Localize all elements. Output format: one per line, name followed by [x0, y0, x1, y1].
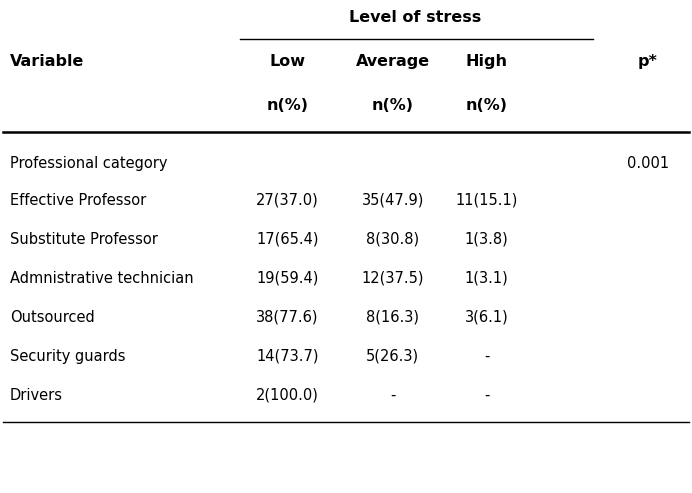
Text: High: High [466, 54, 508, 69]
Text: 38(77.6): 38(77.6) [257, 310, 319, 325]
Text: n(%): n(%) [466, 98, 508, 112]
Text: 2(100.0): 2(100.0) [256, 387, 319, 403]
Text: Outsourced: Outsourced [10, 310, 94, 325]
Text: p*: p* [638, 54, 658, 69]
Text: 5(26.3): 5(26.3) [366, 349, 419, 364]
Text: 27(37.0): 27(37.0) [256, 193, 319, 208]
Text: Effective Professor: Effective Professor [10, 193, 146, 208]
Text: 8(30.8): 8(30.8) [366, 232, 419, 246]
Text: 0.001: 0.001 [627, 156, 669, 171]
Text: Variable: Variable [10, 54, 84, 69]
Text: 35(47.9): 35(47.9) [361, 193, 424, 208]
Text: -: - [390, 387, 395, 403]
Text: n(%): n(%) [266, 98, 309, 112]
Text: 3(6.1): 3(6.1) [465, 310, 509, 325]
Text: Admnistrative technician: Admnistrative technician [10, 271, 193, 285]
Text: 1(3.8): 1(3.8) [465, 232, 509, 246]
Text: 14(73.7): 14(73.7) [257, 349, 319, 364]
Text: Low: Low [270, 54, 306, 69]
Text: Level of stress: Level of stress [349, 10, 481, 25]
Text: 17(65.4): 17(65.4) [257, 232, 319, 246]
Text: Professional category: Professional category [10, 156, 167, 171]
Text: Average: Average [356, 54, 430, 69]
Text: Security guards: Security guards [10, 349, 125, 364]
Text: 19(59.4): 19(59.4) [257, 271, 319, 285]
Text: -: - [484, 387, 489, 403]
Text: Substitute Professor: Substitute Professor [10, 232, 158, 246]
Text: 12(37.5): 12(37.5) [361, 271, 424, 285]
Text: 1(3.1): 1(3.1) [465, 271, 509, 285]
Text: 8(16.3): 8(16.3) [366, 310, 419, 325]
Text: -: - [484, 349, 489, 364]
Text: n(%): n(%) [372, 98, 414, 112]
Text: Drivers: Drivers [10, 387, 63, 403]
Text: 11(15.1): 11(15.1) [455, 193, 518, 208]
